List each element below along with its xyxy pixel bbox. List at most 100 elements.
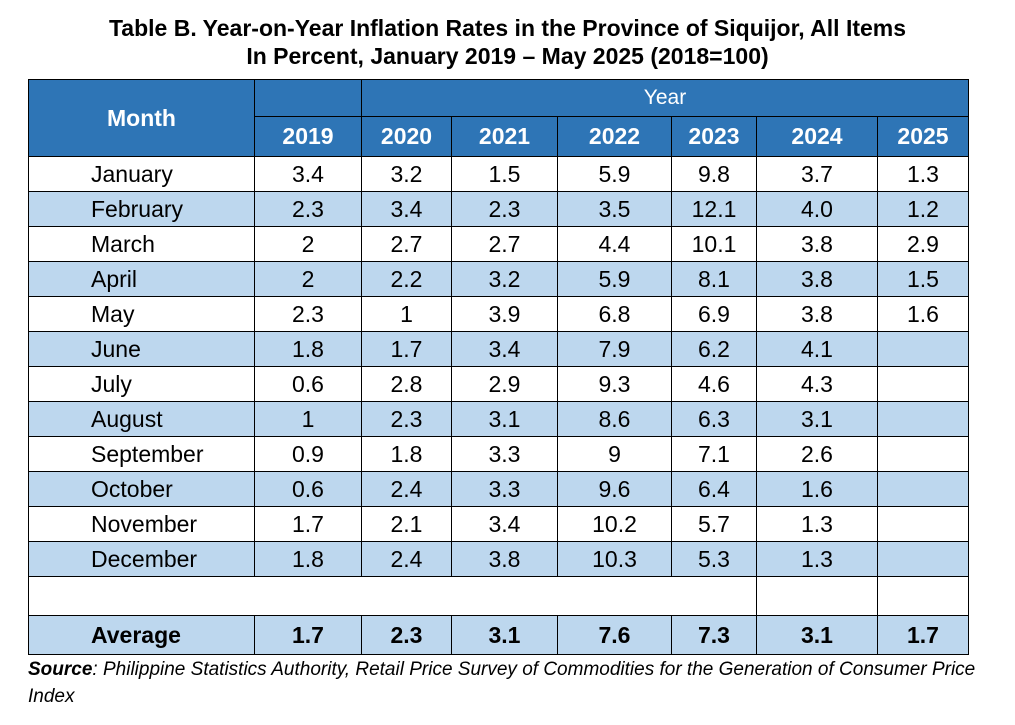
table-row: April 2 2.2 3.2 5.9 8.1 3.8 1.5 <box>28 261 969 297</box>
month-cell: March <box>28 226 255 262</box>
value-cell <box>877 471 969 507</box>
value-cell: 1.6 <box>877 296 969 332</box>
month-cell: April <box>28 261 255 297</box>
value-cell: 3.3 <box>451 436 558 472</box>
value-cell: 3.4 <box>254 156 362 192</box>
value-cell <box>877 541 969 577</box>
value-cell: 2 <box>254 261 362 297</box>
table-row: June 1.8 1.7 3.4 7.9 6.2 4.1 <box>28 331 969 367</box>
value-cell: 2.3 <box>254 296 362 332</box>
value-cell: 1.6 <box>756 471 878 507</box>
value-cell: 4.4 <box>557 226 672 262</box>
value-cell: 2.7 <box>361 226 452 262</box>
average-row: Average 1.7 2.3 3.1 7.6 7.3 3.1 1.7 <box>28 615 969 655</box>
value-cell <box>877 366 969 402</box>
table-row: November 1.7 2.1 3.4 10.2 5.7 1.3 <box>28 506 969 542</box>
month-cell: May <box>28 296 255 332</box>
value-cell: 3.2 <box>361 156 452 192</box>
value-cell: 6.9 <box>671 296 757 332</box>
value-cell: 5.3 <box>671 541 757 577</box>
value-cell: 1.3 <box>877 156 969 192</box>
value-cell: 1.5 <box>451 156 558 192</box>
value-cell: 8.6 <box>557 401 672 437</box>
value-cell: 4.3 <box>756 366 878 402</box>
value-cell: 6.2 <box>671 331 757 367</box>
average-cell: 1.7 <box>254 615 362 655</box>
value-cell: 5.9 <box>557 261 672 297</box>
value-cell: 1.2 <box>877 191 969 227</box>
value-cell: 4.0 <box>756 191 878 227</box>
value-cell: 9.6 <box>557 471 672 507</box>
average-cell: 7.3 <box>671 615 757 655</box>
value-cell <box>877 506 969 542</box>
title-line-2: In Percent, January 2019 – May 2025 (201… <box>246 43 769 69</box>
value-cell: 4.6 <box>671 366 757 402</box>
spacer-cell <box>756 576 878 616</box>
value-cell: 3.4 <box>451 506 558 542</box>
value-cell <box>877 401 969 437</box>
table-body: January 3.4 3.2 1.5 5.9 9.8 3.7 1.3 February 2.3 3… <box>28 156 969 577</box>
value-cell: 0.6 <box>254 471 362 507</box>
month-cell: December <box>28 541 255 577</box>
value-cell: 2.4 <box>361 471 452 507</box>
value-cell: 3.2 <box>451 261 558 297</box>
value-cell: 3.1 <box>756 401 878 437</box>
month-cell: November <box>28 506 255 542</box>
table-title: Table B. Year-on-Year Inflation Rates in… <box>0 14 1015 70</box>
spacer-cell <box>28 576 757 616</box>
average-cell: 7.6 <box>557 615 672 655</box>
source-label: Source <box>28 659 93 680</box>
value-cell: 9.8 <box>671 156 757 192</box>
value-cell: 2.3 <box>451 191 558 227</box>
value-cell: 10.3 <box>557 541 672 577</box>
table-row: October 0.6 2.4 3.3 9.6 6.4 1.6 <box>28 471 969 507</box>
value-cell: 2.3 <box>254 191 362 227</box>
value-cell: 6.3 <box>671 401 757 437</box>
value-cell: 6.8 <box>557 296 672 332</box>
value-cell: 3.8 <box>756 261 878 297</box>
value-cell: 3.8 <box>451 541 558 577</box>
value-cell: 3.9 <box>451 296 558 332</box>
value-cell: 2.6 <box>756 436 878 472</box>
value-cell: 3.8 <box>756 296 878 332</box>
value-cell: 10.1 <box>671 226 757 262</box>
value-cell: 0.9 <box>254 436 362 472</box>
average-cell: 2.3 <box>361 615 452 655</box>
value-cell: 7.1 <box>671 436 757 472</box>
year-col-header: 2020 <box>361 116 452 157</box>
year-col-header: 2023 <box>671 116 757 157</box>
inflation-table: Month Year 2019 2020 2021 2022 2023 2024… <box>28 79 969 655</box>
year-col-header: 2021 <box>451 116 558 157</box>
value-cell: 5.7 <box>671 506 757 542</box>
value-cell: 4.1 <box>756 331 878 367</box>
value-cell: 1.7 <box>361 331 452 367</box>
month-cell: February <box>28 191 255 227</box>
year-col-header: 2022 <box>557 116 672 157</box>
year-col-header: 2025 <box>877 116 969 157</box>
value-cell: 9 <box>557 436 672 472</box>
year-col-header: 2019 <box>254 116 362 157</box>
value-cell: 1.5 <box>877 261 969 297</box>
value-cell: 2.3 <box>361 401 452 437</box>
value-cell: 5.9 <box>557 156 672 192</box>
table-row: March 2 2.7 2.7 4.4 10.1 3.8 2.9 <box>28 226 969 262</box>
month-cell: January <box>28 156 255 192</box>
table-row: September 0.9 1.8 3.3 9 7.1 2.6 <box>28 436 969 472</box>
value-cell: 1.8 <box>361 436 452 472</box>
value-cell: 7.9 <box>557 331 672 367</box>
value-cell: 1.8 <box>254 331 362 367</box>
average-cell: 3.1 <box>756 615 878 655</box>
value-cell: 12.1 <box>671 191 757 227</box>
value-cell <box>877 331 969 367</box>
average-cell: 3.1 <box>451 615 558 655</box>
spacer-row <box>28 576 969 616</box>
value-cell: 2.1 <box>361 506 452 542</box>
table-row: February 2.3 3.4 2.3 3.5 12.1 4.0 1.2 <box>28 191 969 227</box>
value-cell: 3.8 <box>756 226 878 262</box>
year-header: Year <box>361 79 969 117</box>
month-cell: September <box>28 436 255 472</box>
month-cell: October <box>28 471 255 507</box>
value-cell: 3.1 <box>451 401 558 437</box>
spacer-cell <box>877 576 969 616</box>
value-cell: 3.7 <box>756 156 878 192</box>
